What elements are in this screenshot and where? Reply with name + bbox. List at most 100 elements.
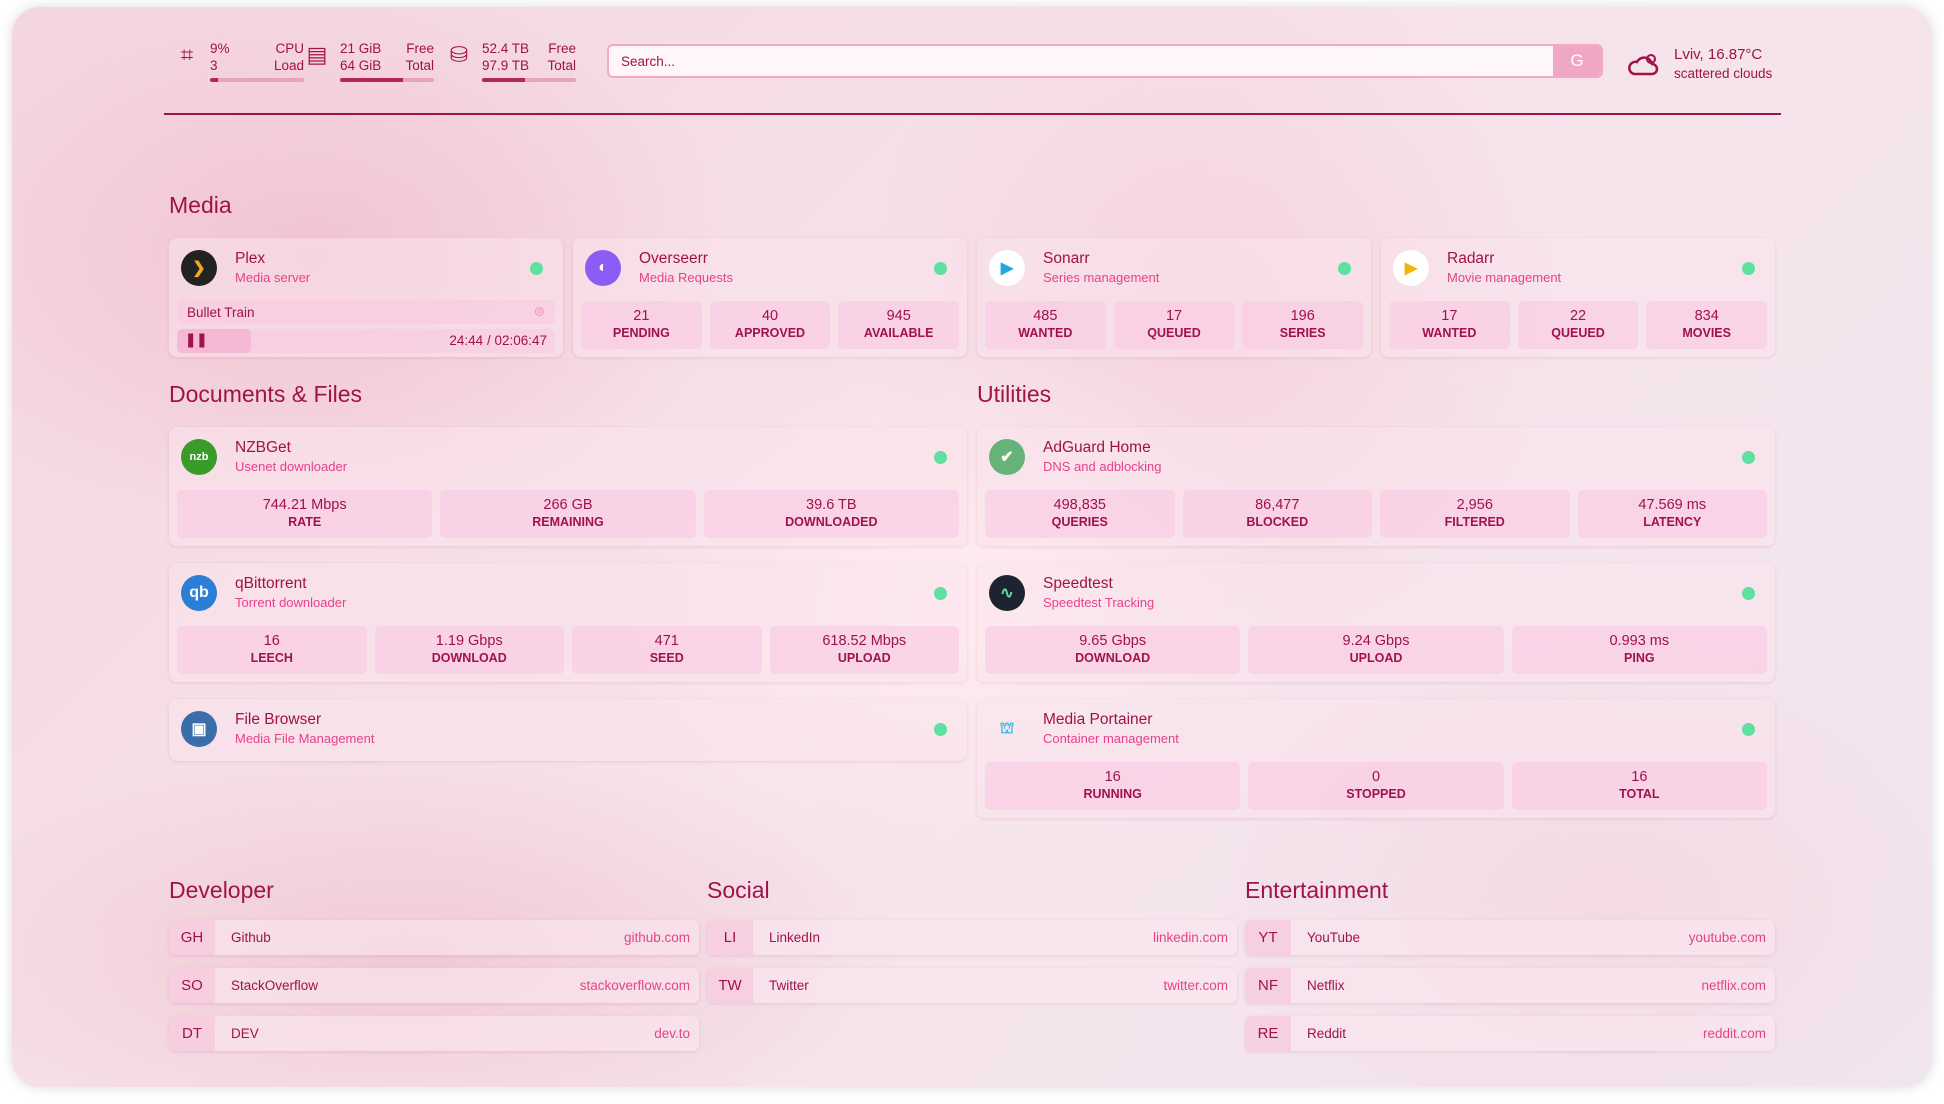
cpu-load-value: 3 [210, 58, 218, 73]
speedtest-name[interactable]: Speedtest [1043, 575, 1113, 592]
sonarr-name[interactable]: Sonarr [1043, 250, 1090, 267]
section-title-media: Media [169, 192, 232, 218]
nzbget-stats: 744.21 Mbps RATE 266 GB REMAINING 39.6 TB DOW… [177, 490, 959, 538]
link-netflix[interactable]: NF Netflix netflix.com [1245, 968, 1775, 1003]
adguard-card[interactable]: ✔ AdGuard Home DNS and adblocking 498,835… [977, 427, 1775, 546]
header-divider [164, 113, 1781, 115]
disk-total-value: 97.9 TB [482, 58, 530, 73]
memory-widget: ▤ 21 GiB Free 64 GiB Total [304, 40, 434, 82]
stat-value: 9.24 Gbps [1342, 633, 1410, 649]
stat-block: 1.19 Gbps DOWNLOAD [374, 626, 564, 674]
link-github[interactable]: GH Github github.com [169, 920, 699, 955]
nzbget-name[interactable]: NZBGet [235, 439, 291, 456]
stat-block: 834 MOVIES [1646, 301, 1768, 349]
stat-block: 266 GB REMAINING [440, 490, 696, 538]
stat-label: DOWNLOAD [1075, 651, 1151, 665]
search-input[interactable] [609, 46, 1553, 76]
link-dev[interactable]: DT DEV dev.to [169, 1016, 699, 1051]
radarr-name[interactable]: Radarr [1447, 250, 1495, 267]
link-url: twitter.com [1163, 978, 1228, 993]
link-abbr: GH [169, 920, 215, 955]
stat-block: 47.569 ms LATENCY [1577, 490, 1767, 538]
link-reddit[interactable]: RE Reddit reddit.com [1245, 1016, 1775, 1051]
stat-block: 744.21 Mbps RATE [177, 490, 433, 538]
disk-usage-bar [482, 78, 576, 82]
stat-label: DOWNLOAD [431, 651, 507, 665]
memory-free-label: Free [406, 41, 434, 56]
adguard-description: DNS and adblocking [1043, 459, 1162, 474]
playback-time: 24:44 / 02:06:47 [449, 333, 547, 348]
stat-block: 39.6 TB DOWNLOADED [703, 490, 959, 538]
pause-icon[interactable]: ❚❚ [185, 332, 208, 347]
stat-block: 618.52 Mbps UPLOAD [769, 626, 959, 674]
stat-value: 9.65 Gbps [1079, 633, 1147, 649]
stat-block: 0 STOPPED [1248, 762, 1504, 810]
stat-value: 196 [1290, 308, 1315, 324]
cpu-icon: ⌗ [180, 42, 194, 67]
filebrowser-name[interactable]: File Browser [235, 711, 322, 728]
stat-value: 266 GB [543, 497, 593, 513]
stat-value: 17 [1441, 308, 1458, 324]
stat-value: 22 [1569, 308, 1587, 324]
link-name: Reddit [1307, 1026, 1347, 1041]
sonarr-card[interactable]: ▶ Sonarr Series management 485 WANTED 17 QUE… [977, 238, 1371, 357]
status-indicator [934, 587, 947, 600]
link-name: DEV [231, 1026, 259, 1041]
overseerr-name[interactable]: Overseerr [639, 250, 708, 267]
radarr-icon: ▶ [1393, 250, 1429, 286]
portainer-name[interactable]: Media Portainer [1043, 711, 1153, 728]
link-twitter[interactable]: TW Twitter twitter.com [707, 968, 1237, 1003]
qbittorrent-card[interactable]: qb qBittorrent Torrent downloader 16 LEECH… [169, 563, 967, 682]
speedtest-card[interactable]: ∿ Speedtest Speedtest Tracking 9.65 Gbps D… [977, 563, 1775, 682]
link-linkedin[interactable]: LI LinkedIn linkedin.com [707, 920, 1237, 955]
stat-label: SERIES [1279, 326, 1326, 340]
status-indicator [934, 451, 947, 464]
cpu-widget: ⌗ 9% CPU 3 Load [174, 40, 304, 82]
portainer-card[interactable]: ⛫ Media Portainer Container management 16… [977, 699, 1775, 818]
radarr-card[interactable]: ▶ Radarr Movie management 17 WANTED 22 QUEUE… [1381, 238, 1775, 357]
stat-value: 618.52 Mbps [822, 633, 907, 649]
plex-card[interactable]: ❯ Plex Media server Bullet Train ⊚ ❚❚ 24:4… [169, 238, 563, 357]
memory-total-label: Total [405, 58, 434, 73]
stat-label: MOVIES [1682, 326, 1731, 340]
stat-value: 1.19 Gbps [435, 633, 503, 649]
stat-block: 21 PENDING [581, 301, 702, 349]
link-abbr: SO [169, 968, 215, 1003]
plex-name[interactable]: Plex [235, 250, 266, 267]
cpu-load-label: Load [273, 58, 304, 73]
stat-value: 16 [1104, 769, 1121, 785]
disk-free-label: Free [548, 41, 576, 56]
stat-block: 16 TOTAL [1511, 762, 1767, 810]
filebrowser-card[interactable]: ▣ File Browser Media File Management [169, 699, 967, 761]
stat-block: 16 LEECH [177, 626, 367, 674]
stat-block: 9.65 Gbps DOWNLOAD [985, 626, 1241, 674]
stat-label: LATENCY [1643, 515, 1702, 529]
section-title-entertainment: Entertainment [1245, 877, 1389, 903]
qbittorrent-name[interactable]: qBittorrent [235, 575, 307, 592]
link-youtube[interactable]: YT YouTube youtube.com [1245, 920, 1775, 955]
radarr-description: Movie management [1447, 270, 1562, 285]
stat-label: AVAILABLE [863, 326, 934, 340]
adguard-name[interactable]: AdGuard Home [1043, 439, 1151, 456]
search-bar: G [607, 44, 1603, 78]
stat-block: 0.993 ms PING [1511, 626, 1767, 674]
now-playing: Bullet Train ⊚ [177, 300, 555, 324]
stat-block: 471 SEED [572, 626, 762, 674]
link-stackoverflow[interactable]: SO StackOverflow stackoverflow.com [169, 968, 699, 1003]
status-indicator [1742, 587, 1755, 600]
sonarr-icon: ▶ [989, 250, 1025, 286]
speedtest-description: Speedtest Tracking [1043, 595, 1155, 610]
stat-label: STOPPED [1346, 787, 1406, 801]
search-provider-button[interactable]: G [1553, 46, 1601, 76]
stat-block: 86,477 BLOCKED [1182, 490, 1372, 538]
stat-value: 39.6 TB [806, 497, 857, 513]
nzbget-card[interactable]: nzb NZBGet Usenet downloader 744.21 Mbps R… [169, 427, 967, 546]
stat-label: QUEUED [1551, 326, 1605, 340]
stat-block: 2,956 FILTERED [1380, 490, 1570, 538]
section-title-documents: Documents & Files [169, 381, 363, 407]
cpu-usage-bar [210, 78, 304, 82]
stat-label: WANTED [1422, 326, 1477, 340]
link-name: YouTube [1307, 930, 1361, 945]
overseerr-card[interactable]: ◐ Overseerr Media Requests 21 PENDING 40 APP… [573, 238, 967, 357]
stat-value: 485 [1033, 308, 1058, 324]
